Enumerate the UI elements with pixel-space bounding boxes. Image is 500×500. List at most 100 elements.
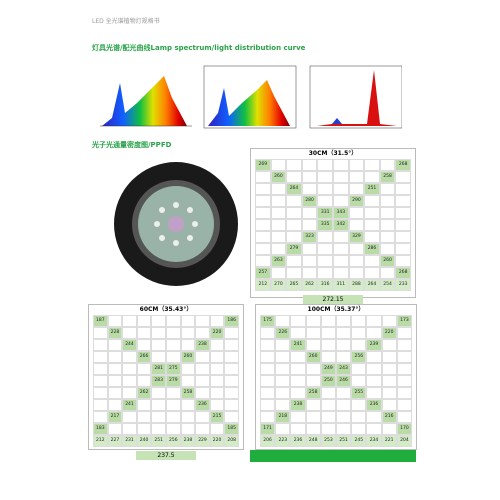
grid-cell: 279 [166, 375, 181, 387]
grid-cell: 186 [224, 315, 239, 327]
grid-cell [275, 399, 291, 411]
spectrum-1 [100, 76, 192, 127]
grid-cell [381, 399, 397, 411]
grid-cell [333, 195, 349, 207]
grid-cell [136, 399, 152, 411]
grid-cell: 215 [209, 411, 225, 423]
grid-cell [136, 423, 152, 435]
grid-cell: 343 [333, 207, 349, 219]
grid-cell [366, 375, 382, 387]
grid-cell [255, 243, 271, 255]
grid-cell [379, 243, 396, 255]
grid-cell [333, 159, 349, 171]
grid-cell [136, 327, 152, 339]
grid-cell [351, 375, 367, 387]
grid-cells: 269 268 260 258 264 251 280 290 331 343 335 342 323 3… [255, 159, 411, 291]
grid-cell: 311 [333, 279, 349, 291]
grid-cell [255, 183, 271, 195]
grid-cell: 227 [107, 435, 123, 447]
grid-cell: 175 [260, 315, 276, 327]
grid-cell [379, 219, 396, 231]
grid-cell [379, 267, 396, 279]
grid-cell [195, 423, 210, 435]
grid-cell [351, 327, 367, 339]
grid-cell [122, 387, 137, 399]
grid-cell: 269 [255, 159, 271, 171]
grid-cell [348, 159, 365, 171]
grid-cell: 234 [366, 435, 382, 447]
grid-cell [364, 159, 380, 171]
grid-cell [286, 255, 302, 267]
grid-cell [195, 363, 210, 375]
grid-cell [286, 159, 302, 171]
grid-cell: 258 [305, 387, 321, 399]
grid-cell: 264 [364, 279, 380, 291]
grid-cell [151, 411, 166, 423]
grid-cell [333, 255, 349, 267]
grid-cell [305, 411, 321, 423]
grid-cell [290, 411, 306, 423]
grid-cell [317, 183, 333, 195]
grid-cell [320, 411, 336, 423]
grid-cell [224, 411, 239, 423]
grid-cell [93, 387, 108, 399]
grid-cell [381, 339, 397, 351]
grid-cells: 187 186 228 220 244 238 266 260 281 275 283 279 262 2… [93, 315, 239, 447]
footer-bar [250, 450, 416, 462]
grid-cell [122, 411, 137, 423]
grid-cell: 216 [381, 411, 397, 423]
grid-cell [151, 315, 166, 327]
grid-cell [136, 315, 152, 327]
grid-cell [379, 231, 396, 243]
grid-cell [180, 363, 196, 375]
grid-cell [395, 255, 411, 267]
grid-cell [290, 351, 306, 363]
grid-cell [290, 327, 306, 339]
grid-cell: 323 [301, 231, 318, 243]
grid-cell: 226 [275, 327, 291, 339]
grid-cell: 268 [395, 159, 411, 171]
grid-cell [270, 159, 287, 171]
grid-cell: 260 [270, 171, 287, 183]
grid-cell [270, 231, 287, 243]
grid-cell: 268 [395, 267, 411, 279]
grid-cell: 236 [366, 399, 382, 411]
grid-cell [166, 327, 181, 339]
grid-cell [180, 411, 196, 423]
grid-cell: 228 [107, 327, 123, 339]
grid-cell [333, 243, 349, 255]
grid-cell: 206 [260, 435, 276, 447]
grid-cell [166, 351, 181, 363]
grid-cell [270, 207, 287, 219]
grid-cell [381, 387, 397, 399]
grid-cell [93, 339, 108, 351]
grid-title: 60CM（35.43°） [139, 306, 193, 313]
header-title: LED 全光谱植物灯规格书 [92, 18, 160, 25]
grid-cell: 240 [136, 435, 152, 447]
grid-cell [275, 423, 291, 435]
grid-cell [93, 375, 108, 387]
grid-cell [379, 195, 396, 207]
grid-cell [290, 363, 306, 375]
grid-cell [286, 195, 302, 207]
grid-cell [93, 327, 108, 339]
grid-cell [107, 399, 123, 411]
grid-cell [286, 171, 302, 183]
grid-cell: 286 [364, 243, 380, 255]
grid-cell: 241 [290, 339, 306, 351]
grid-cell [396, 351, 412, 363]
grid-cell [195, 327, 210, 339]
grid-cell [364, 207, 380, 219]
grid-cell [166, 423, 181, 435]
grid-cell [301, 243, 318, 255]
grid-cell [395, 243, 411, 255]
grid-cell [305, 315, 321, 327]
grid-cells: 175 173 226 220 241 239 260 256 249 243 250 246 258 2… [260, 315, 412, 447]
grid-cell: 342 [333, 219, 349, 231]
grid-cell [335, 315, 352, 327]
grid-cell [209, 339, 225, 351]
grid-cell [366, 387, 382, 399]
grid-cell [320, 399, 336, 411]
grid-cell [270, 183, 287, 195]
grid-cell: 256 [351, 351, 367, 363]
